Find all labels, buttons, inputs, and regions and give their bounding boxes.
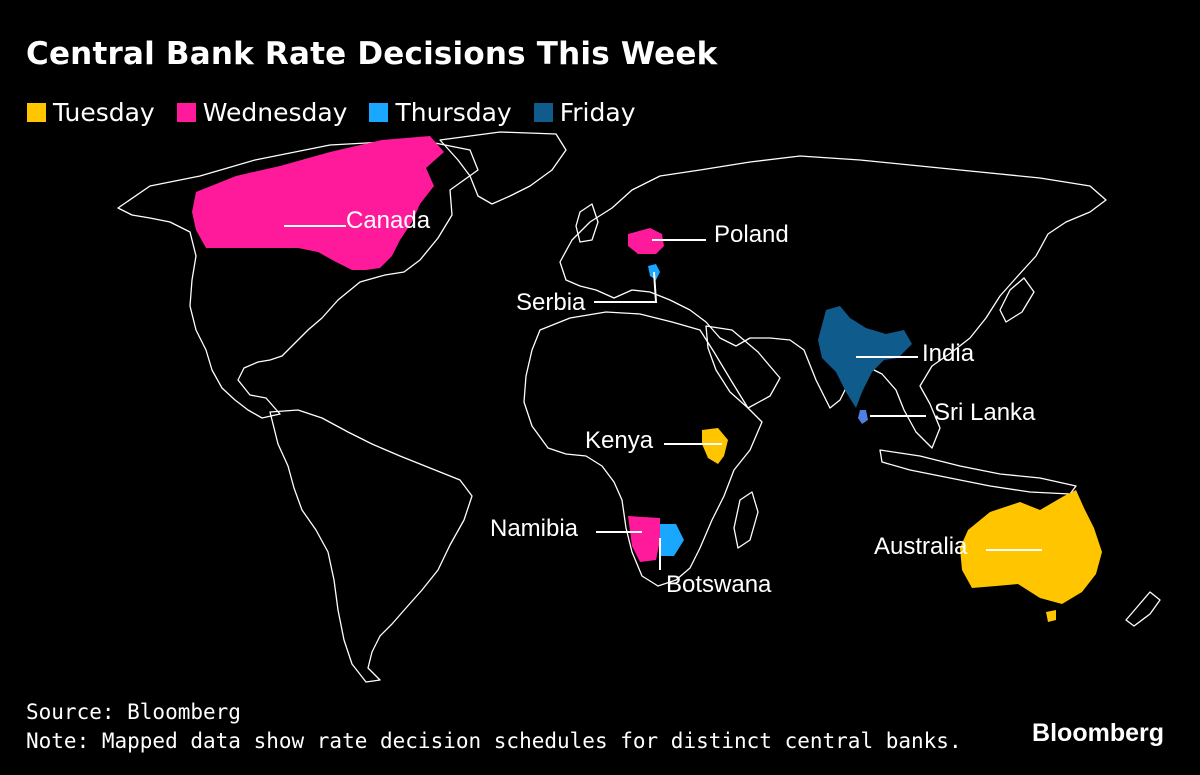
outline-africa: [523, 311, 763, 587]
legend-label-wednesday: Wednesday: [202, 98, 348, 127]
outline-eurasia: [559, 155, 1107, 449]
country-botswana: [660, 524, 684, 556]
legend-item-tuesday: Tuesday: [27, 98, 155, 127]
label-india: India: [922, 340, 975, 367]
label-kenya: Kenya: [585, 427, 654, 454]
country-canada: [192, 136, 444, 270]
legend-swatch-wednesday: [176, 103, 196, 122]
footer: Source: Bloomberg Note: Mapped data show…: [26, 698, 962, 756]
country-kenya: [702, 428, 728, 464]
label-botswana: Botswana: [666, 571, 772, 598]
leader-lines: [284, 225, 1042, 570]
outline-north-america: [117, 139, 479, 419]
legend-item-thursday: Thursday: [369, 98, 512, 127]
legend: Tuesday Wednesday Thursday Friday: [27, 98, 658, 127]
source-note: Source: Bloomberg: [26, 700, 241, 724]
leader-serbia: [594, 271, 658, 303]
world-map: Canada Poland Serbia India Sri Lanka Ken…: [117, 131, 1161, 683]
legend-label-tuesday: Tuesday: [53, 98, 155, 127]
label-serbia: Serbia: [516, 289, 586, 316]
country-labels: Canada Poland Serbia India Sri Lanka Ken…: [346, 207, 1036, 598]
bloomberg-logo: Bloomberg: [1032, 719, 1164, 747]
legend-item-friday: Friday: [533, 98, 636, 127]
outline-south-america: [269, 409, 473, 683]
legend-swatch-tuesday: [27, 103, 46, 122]
land-outlines: [117, 131, 1161, 683]
label-canada: Canada: [346, 207, 431, 234]
outline-arabia: [705, 325, 781, 409]
legend-label-thursday: Thursday: [395, 98, 512, 127]
outline-indonesia: [879, 449, 1077, 495]
label-sri-lanka: Sri Lanka: [934, 399, 1036, 426]
outline-uk: [575, 203, 599, 243]
label-poland: Poland: [714, 221, 789, 248]
country-sri-lanka: [858, 410, 868, 424]
legend-swatch-thursday: [369, 103, 389, 122]
country-namibia: [628, 516, 660, 562]
outline-new-zealand: [1125, 591, 1161, 627]
country-poland: [628, 228, 664, 254]
label-namibia: Namibia: [490, 515, 579, 542]
country-australia: [960, 490, 1102, 604]
outline-japan: [999, 277, 1035, 323]
legend-swatch-friday: [533, 103, 553, 122]
legend-label-friday: Friday: [559, 98, 636, 127]
data-note: Note: Mapped data show rate decision sch…: [26, 729, 962, 753]
legend-item-wednesday: Wednesday: [176, 98, 348, 127]
highlighted-countries: [192, 136, 1102, 622]
label-australia: Australia: [874, 533, 968, 560]
outline-madagascar: [733, 491, 759, 549]
chart-title: Central Bank Rate Decisions This Week: [26, 36, 718, 72]
country-tasmania: [1046, 610, 1056, 622]
outline-greenland: [439, 131, 567, 205]
